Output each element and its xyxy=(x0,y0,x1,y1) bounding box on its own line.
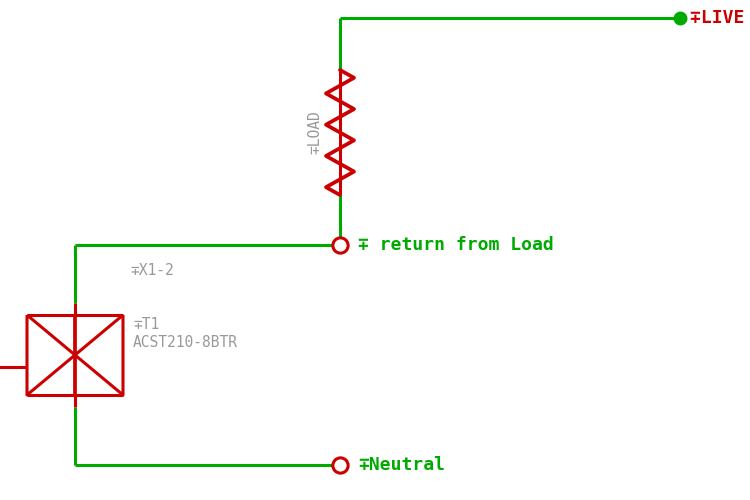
Text: ∓X1-2: ∓X1-2 xyxy=(130,263,174,278)
Text: ∓LIVE 230VAC: ∓LIVE 230VAC xyxy=(690,9,750,27)
Text: ∓ return from Load: ∓ return from Load xyxy=(358,236,554,254)
Text: ∓T1: ∓T1 xyxy=(133,317,159,332)
Text: ACST210-8BTR: ACST210-8BTR xyxy=(133,335,238,350)
Text: ∓LOAD: ∓LOAD xyxy=(307,110,322,154)
Text: ∓Neutral: ∓Neutral xyxy=(358,456,445,474)
